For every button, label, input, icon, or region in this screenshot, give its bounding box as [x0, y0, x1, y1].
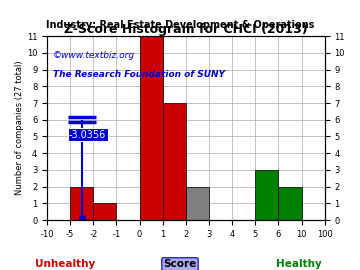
Bar: [93, 203, 116, 220]
Bar: [140, 36, 163, 220]
Text: The Research Foundation of SUNY: The Research Foundation of SUNY: [53, 70, 225, 79]
Text: Industry: Real Estate Development & Operations: Industry: Real Estate Development & Oper…: [46, 20, 314, 30]
Text: Score: Score: [163, 259, 197, 269]
Bar: [70, 187, 93, 220]
Text: ©www.textbiz.org: ©www.textbiz.org: [53, 51, 135, 60]
Text: Healthy: Healthy: [276, 259, 322, 269]
Text: Unhealthy: Unhealthy: [35, 259, 95, 269]
Bar: [186, 187, 209, 220]
Text: -3.0356: -3.0356: [69, 130, 106, 140]
Bar: [279, 187, 302, 220]
Title: Z-Score Histogram for CHCI (2013): Z-Score Histogram for CHCI (2013): [64, 23, 308, 36]
Bar: [163, 103, 186, 220]
Y-axis label: Number of companies (27 total): Number of companies (27 total): [15, 61, 24, 195]
Bar: [255, 170, 279, 220]
